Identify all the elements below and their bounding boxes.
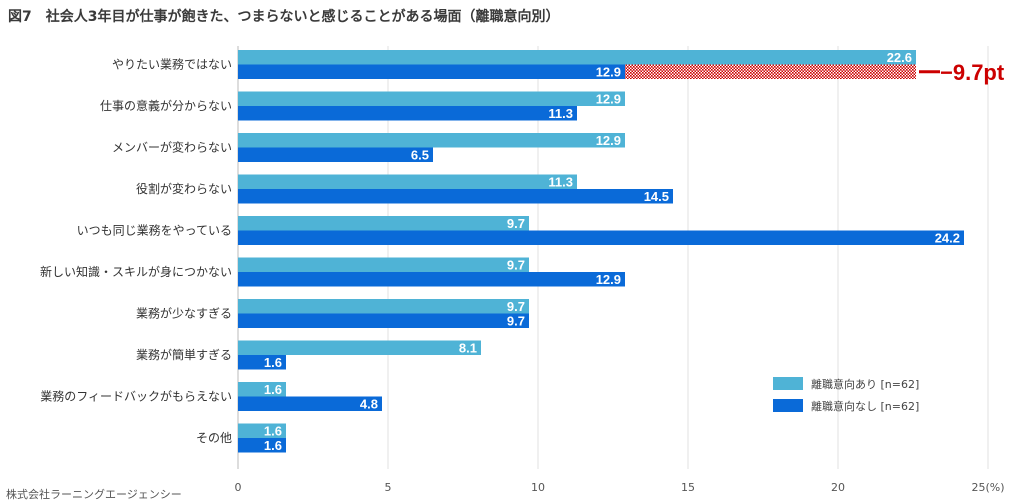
data-label: 11.3: [548, 175, 573, 190]
category-label: 役割が変わらない: [136, 181, 232, 196]
bar: [238, 257, 529, 272]
data-label: 14.5: [644, 189, 669, 204]
legend-swatch: [773, 399, 803, 412]
data-label: 4.8: [360, 397, 378, 412]
bar: [238, 396, 382, 411]
x-tick-label: 25(%): [971, 481, 1004, 494]
data-label: 9.7: [507, 299, 525, 314]
page-title: 図7 社会人3年目が仕事が飽きた、つまらないと感じることがある場面（離職意向別）: [8, 9, 560, 25]
bar: [238, 106, 577, 121]
data-label: 12.9: [596, 92, 621, 107]
difference-hatch: [625, 64, 916, 79]
bar: [238, 133, 625, 148]
legend-swatch: [773, 377, 803, 390]
data-label: 12.9: [596, 65, 621, 80]
bar: [238, 423, 286, 438]
legend-label: 離職意向なし [n=62]: [811, 399, 919, 413]
data-label: 8.1: [459, 341, 477, 356]
data-label: 12.9: [596, 133, 621, 148]
data-label: 12.9: [596, 272, 621, 287]
difference-annotation: −9.7pt: [940, 60, 1005, 85]
data-label: 9.7: [507, 258, 525, 273]
x-tick-label: 10: [531, 481, 545, 494]
bar: [238, 174, 577, 189]
data-label: 6.5: [411, 148, 429, 163]
bar: [238, 230, 964, 245]
category-label: 業務が簡単すぎる: [136, 347, 232, 362]
data-label: 9.7: [507, 216, 525, 231]
x-tick-label: 0: [235, 481, 242, 494]
category-label: 業務のフィードバックがもらえない: [40, 389, 232, 404]
bar: [238, 91, 625, 106]
bar: [238, 64, 625, 79]
legend-label: 離職意向あり [n=62]: [811, 377, 919, 391]
bar: [238, 355, 286, 370]
bar: [238, 313, 529, 328]
bar: [238, 50, 916, 65]
source-credit: 株式会社ラーニングエージェンシー: [6, 488, 182, 501]
bar: [238, 340, 481, 355]
bar: [238, 189, 673, 204]
category-label: 業務が少なすぎる: [136, 306, 232, 321]
data-label: 24.2: [935, 231, 960, 246]
x-tick-label: 20: [831, 481, 845, 494]
x-tick-label: 5: [385, 481, 392, 494]
data-label: 1.6: [264, 424, 282, 439]
category-label: その他: [196, 431, 232, 445]
bar: [238, 382, 286, 397]
data-label: 1.6: [264, 355, 282, 370]
category-label: 仕事の意義が分からない: [100, 98, 232, 113]
category-label: いつも同じ業務をやっている: [77, 224, 232, 238]
category-label: やりたい業務ではない: [112, 58, 232, 72]
category-label: メンバーが変わらない: [112, 140, 232, 155]
bar: [238, 299, 529, 314]
data-label: 9.7: [507, 314, 525, 329]
data-label: 11.3: [548, 106, 573, 121]
data-label: 22.6: [887, 50, 912, 65]
category-label: 新しい知識・スキルが身につかない: [40, 264, 232, 279]
bar: [238, 216, 529, 231]
data-label: 1.6: [264, 382, 282, 397]
bar: [238, 272, 625, 287]
data-label: 1.6: [264, 438, 282, 453]
bar: [238, 438, 286, 453]
x-tick-label: 15: [681, 481, 695, 494]
bar: [238, 147, 433, 162]
